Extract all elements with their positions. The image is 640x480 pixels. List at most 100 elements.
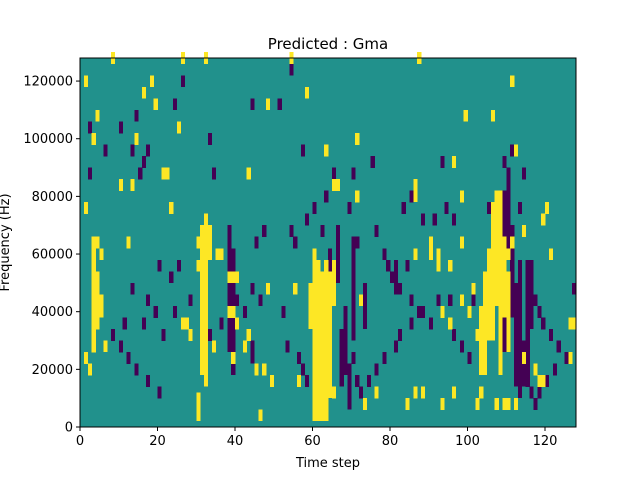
heatmap-cell-low (556, 340, 561, 353)
heatmap-cell-low (359, 386, 364, 399)
heatmap-cell-high (568, 317, 573, 330)
heatmap-cell-high (475, 398, 480, 411)
heatmap-cell-high (448, 259, 453, 272)
heatmap-cell-high (308, 282, 313, 329)
heatmap-cell-high (219, 248, 224, 261)
heatmap-cell-high (134, 132, 139, 145)
heatmap-cell-high (413, 386, 418, 399)
heatmap-cell-low (432, 213, 437, 226)
heatmap-cell-low (343, 305, 348, 376)
heatmap-cell-high (83, 352, 89, 364)
heatmap-cell-low (219, 317, 224, 330)
heatmap-cell-low (304, 375, 309, 387)
heatmap-cell-high (436, 248, 441, 272)
heatmap-cell-low (382, 352, 387, 364)
heatmap-cell-low (254, 236, 259, 249)
heatmap-cell-low (153, 305, 158, 318)
heatmap-cell-high (355, 190, 360, 203)
heatmap-cell-high (235, 271, 240, 284)
heatmap-cell-low (510, 144, 515, 157)
heatmap-cell-high (494, 190, 499, 306)
heatmap-cell-low (126, 352, 131, 364)
y-tick-label: 100000 (23, 132, 73, 147)
heatmap-cell-high (207, 248, 213, 261)
y-tick-label: 20000 (32, 363, 73, 378)
heatmap-cell-high (316, 259, 321, 422)
y-tick-label: 40000 (32, 305, 73, 320)
heatmap-cell-high (541, 213, 546, 226)
heatmap-cell-low (397, 282, 402, 295)
heatmap-cell-low (374, 363, 379, 376)
heatmap-cell-low (351, 236, 356, 341)
heatmap-cell-high (204, 259, 209, 272)
heatmap-cell-high (83, 202, 89, 214)
heatmap-cell-low (409, 294, 414, 307)
heatmap-cell-low (339, 328, 344, 387)
heatmap-cell-low (300, 144, 306, 157)
heatmap-cell-high (440, 398, 445, 411)
heatmap-cell-low (405, 259, 410, 272)
heatmap-cell-high (200, 225, 205, 376)
heatmap-cell-low (227, 225, 232, 353)
heatmap-cell-low (169, 271, 174, 284)
heatmap-cell-high (324, 144, 329, 157)
heatmap-cell-low (514, 282, 519, 387)
heatmap-cell-high (188, 328, 193, 341)
heatmap-cell-low (545, 375, 550, 387)
heatmap-cell-low (382, 248, 387, 261)
heatmap-cell-low (145, 375, 151, 387)
heatmap-cell-low (421, 305, 426, 318)
heatmap-cell-high (502, 398, 507, 411)
heatmap-cell-high (91, 317, 96, 330)
heatmap-cell-high (312, 248, 317, 422)
heatmap-cell-low (250, 98, 255, 111)
heatmap-cell-low (467, 352, 472, 364)
heatmap-cell-low (331, 167, 337, 180)
heatmap-cell-low (250, 340, 255, 364)
heatmap-cell-low (370, 156, 375, 168)
heatmap-cell-high (207, 236, 213, 249)
heatmap-cell-high (266, 98, 271, 111)
heatmap-cell-high (231, 352, 236, 364)
heatmap-cell-low (351, 167, 356, 180)
heatmap-cell-low (529, 386, 534, 399)
heatmap-cell-low (277, 98, 282, 111)
heatmap-cell-low (517, 259, 523, 399)
heatmap-cell-high (95, 282, 100, 329)
heatmap-cell-low (521, 363, 526, 376)
heatmap-cell-high (514, 144, 519, 157)
heatmap-cell-high (258, 409, 263, 422)
heatmap-cell-high (506, 398, 511, 411)
heatmap-cell-high (537, 375, 542, 387)
heatmap-cell-low (355, 375, 360, 387)
x-tick-label: 0 (76, 434, 84, 449)
heatmap-cell-high (91, 132, 96, 145)
heatmap-cell-low (506, 167, 511, 249)
heatmap-cell-high (161, 167, 166, 180)
heatmap-cell-low (142, 317, 147, 330)
heatmap-cell-low (250, 282, 255, 295)
heatmap-cell-high (506, 248, 511, 261)
heatmap-cell-low (397, 328, 402, 341)
heatmap-cell-high (413, 248, 418, 261)
heatmap-cell-low (533, 398, 538, 411)
heatmap-cell-low (300, 363, 306, 376)
heatmap-cell-low (517, 202, 523, 214)
heatmap-cell-low (440, 156, 445, 168)
heatmap-cell-low (145, 144, 151, 157)
heatmap-cell-high (324, 386, 329, 399)
heatmap-cell-low (111, 328, 116, 341)
heatmap-cell-low (161, 328, 166, 341)
heatmap-cell-low (130, 144, 135, 157)
heatmap-cell-high (479, 305, 484, 376)
heatmap-cell-low (118, 121, 123, 134)
heatmap-cell-low (533, 294, 538, 307)
heatmap-cell-low (525, 259, 530, 376)
heatmap-cell-low (157, 259, 162, 272)
heatmap-cell-low (328, 248, 333, 272)
heatmap-cell-high (211, 340, 216, 353)
heatmap-cell-high (355, 132, 360, 145)
heatmap-cell-high (99, 248, 104, 261)
heatmap-cell-low (564, 352, 569, 364)
heatmap-cell-high (254, 363, 259, 376)
